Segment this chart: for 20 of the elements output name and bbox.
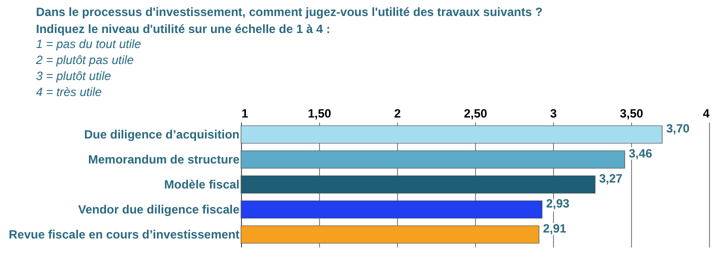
x-tick-label: 3,50	[620, 106, 644, 120]
x-tick-label: 3	[550, 106, 558, 120]
data-label: 3,27	[599, 172, 623, 186]
x-tick-label: 2	[394, 106, 402, 120]
x-tick-label: 2,50	[464, 106, 488, 120]
y-tick-label: Modèle fiscal	[164, 178, 240, 192]
text: 1 = pas du tout utile	[36, 37, 142, 51]
chart-subtitle: Indiquez le niveau d'utilité sur une échelle de 1 à 4 :	[36, 22, 330, 36]
y-tick-label: Vendor due diligence fiscale	[78, 202, 240, 216]
y-tick-label: Due diligence d’acquisition	[84, 128, 240, 142]
text: 2 = plutôt pas utile	[35, 53, 134, 67]
x-tick-label: 4	[702, 106, 710, 120]
text: 3 = plutôt utile	[36, 69, 112, 83]
text: 4 = très utile	[36, 85, 102, 99]
x-tick-label: 1	[242, 106, 248, 120]
data-label: 3,70	[666, 122, 690, 136]
x-tick-label: 1,50	[308, 106, 332, 120]
chart-title: Dans le processus d'investissement, comment jugez-vous l'utilité des travaux suivants ?	[36, 5, 543, 19]
y-tick-label: Memorandum de structure	[88, 152, 240, 166]
y-tick-label: Revue fiscale en cours d’investissement	[8, 228, 240, 242]
